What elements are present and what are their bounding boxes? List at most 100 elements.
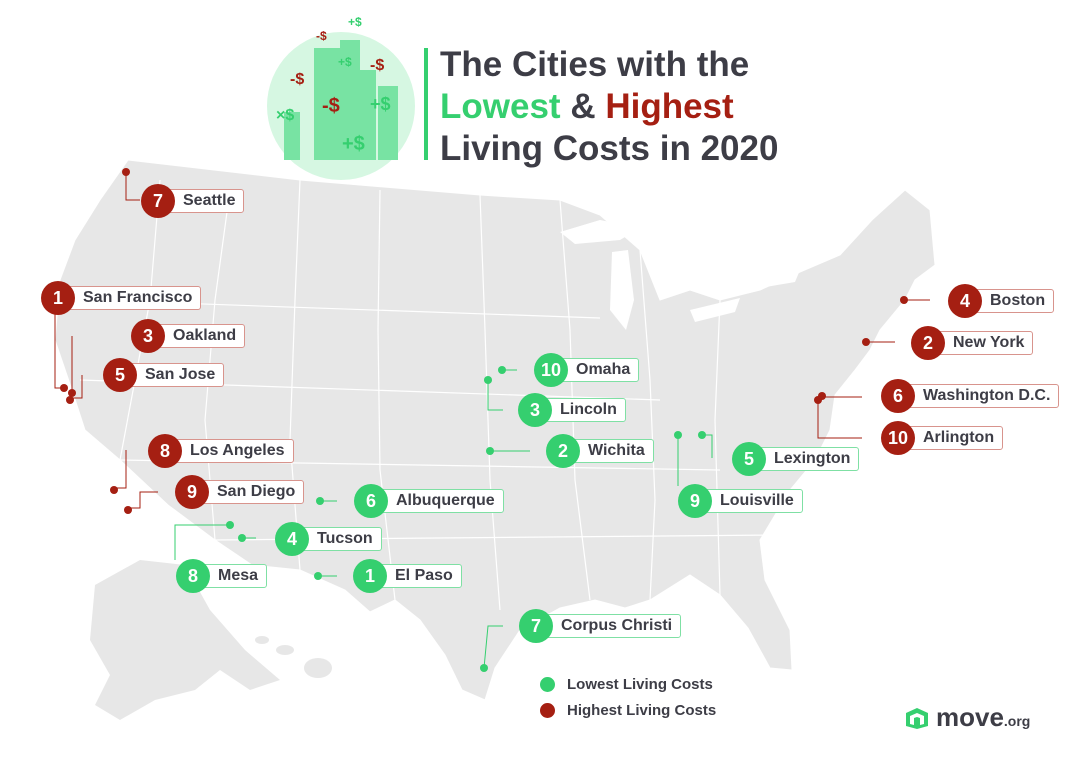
city-dot <box>900 296 908 304</box>
city-name: Los Angeles <box>190 442 285 459</box>
city-name: Corpus Christi <box>561 617 673 634</box>
hawaii-land <box>255 636 332 678</box>
city-dot <box>814 396 822 404</box>
city-dot <box>498 366 506 374</box>
city-name: Boston <box>990 292 1046 309</box>
city-dot <box>862 338 870 346</box>
city-dot <box>66 396 74 404</box>
city-name: Mesa <box>218 567 259 584</box>
rank-badge: 1 <box>353 559 387 593</box>
minus-dollar-sign: -$ <box>322 95 340 117</box>
city-label-arlington: 10 Arlington <box>881 421 1004 455</box>
rank-badge: 9 <box>175 475 209 509</box>
city-label-wichita: 2 Wichita <box>546 434 654 468</box>
rank-badge: 7 <box>519 609 553 643</box>
plus-dollar-sign: +$ <box>338 55 352 69</box>
city-name: San Francisco <box>83 289 193 306</box>
city-skyline-dollar-icon: -$ -$ -$ -$ +$ +$ +$ +$ ×$ <box>267 15 415 180</box>
city-name: Arlington <box>923 429 995 446</box>
city-label-mesa: 8 Mesa <box>176 559 268 593</box>
plus-dollar-sign: +$ <box>370 94 391 114</box>
city-label-albuquerque: 6 Albuquerque <box>354 484 504 518</box>
legend-label-low: Lowest Living Costs <box>567 675 713 693</box>
rank-badge: 8 <box>148 434 182 468</box>
city-label-tucson: 4 Tucson <box>275 522 382 556</box>
city-dot <box>698 431 706 439</box>
rank-badge: 8 <box>176 559 210 593</box>
city-dot <box>316 497 324 505</box>
city-label-corpus-christi: 7 Corpus Christi <box>519 609 682 643</box>
title-lowest-word: Lowest <box>440 87 561 126</box>
city-name: San Diego <box>217 483 296 500</box>
city-name: El Paso <box>395 567 453 584</box>
city-name: Washington D.C. <box>923 387 1051 404</box>
rank-badge: 2 <box>911 326 945 360</box>
city-dot <box>68 389 76 397</box>
plus-dollar-sign: +$ <box>348 15 362 29</box>
rank-badge: 7 <box>141 184 175 218</box>
minus-dollar-sign: -$ <box>316 29 327 43</box>
low-cost-city-dots <box>226 366 706 672</box>
city-label-louisville: 9 Louisville <box>678 484 803 518</box>
rank-badge: 3 <box>131 319 165 353</box>
legend-item-high: Highest Living Costs <box>540 697 716 723</box>
brand-name: move <box>936 702 1004 732</box>
city-label-seattle: 7 Seattle <box>141 184 245 218</box>
rank-badge: 6 <box>354 484 388 518</box>
city-name: Oakland <box>173 327 237 344</box>
legend-label-high: Highest Living Costs <box>567 701 717 719</box>
city-label-los-angeles: 8 Los Angeles <box>148 434 294 468</box>
city-dot <box>226 521 234 529</box>
city-dot <box>486 447 494 455</box>
city-dot <box>60 384 68 392</box>
city-name: Seattle <box>183 192 236 209</box>
legend-dot-low <box>540 676 555 692</box>
alaska-land <box>90 560 280 720</box>
city-label-lexington: 5 Lexington <box>732 442 860 476</box>
title-line-3: Living Costs in 2020 <box>440 129 779 168</box>
plus-dollar-sign: +$ <box>342 133 365 155</box>
city-label-washington-dc: 6 Washington D.C. <box>881 379 1060 413</box>
svg-text:×$: ×$ <box>276 107 294 124</box>
city-label-omaha: 10 Omaha <box>534 353 640 387</box>
city-label-new-york: 2 New York <box>911 326 1034 360</box>
rank-badge: 10 <box>534 353 568 387</box>
high-cost-city-dots <box>60 168 908 514</box>
rank-badge: 2 <box>546 434 580 468</box>
city-label-san-francisco: 1 San Francisco <box>41 281 202 315</box>
city-dot <box>122 168 130 176</box>
move-logo-icon <box>906 707 928 729</box>
rank-badge: 1 <box>41 281 75 315</box>
city-dot <box>484 376 492 384</box>
city-name: Lincoln <box>560 401 617 418</box>
city-label-lincoln: 3 Lincoln <box>518 393 626 427</box>
city-name: Albuquerque <box>396 492 495 509</box>
city-name: Wichita <box>588 442 645 459</box>
city-dot <box>480 664 488 672</box>
city-name: Tucson <box>317 530 373 547</box>
great-lakes <box>560 220 800 330</box>
city-name: Louisville <box>720 492 794 509</box>
rank-badge: 3 <box>518 393 552 427</box>
city-label-san-diego: 9 San Diego <box>175 475 305 509</box>
rank-badge: 4 <box>275 522 309 556</box>
title-line-1: The Cities with the <box>440 45 750 84</box>
rank-badge: 9 <box>678 484 712 518</box>
title-highest-word: Highest <box>605 87 734 126</box>
city-dot <box>314 572 322 580</box>
city-dot <box>124 506 132 514</box>
title-line-2: Lowest & Highest <box>440 86 778 128</box>
minus-dollar-sign: -$ <box>370 57 384 74</box>
legend-dot-high <box>540 702 555 718</box>
city-dot <box>238 534 246 542</box>
rank-badge: 10 <box>881 421 915 455</box>
legend: Lowest Living Costs Highest Living Costs <box>540 671 716 723</box>
rank-badge: 4 <box>948 284 982 318</box>
city-label-san-jose: 5 San Jose <box>103 358 225 392</box>
city-name: Lexington <box>774 450 851 467</box>
city-label-el-paso: 1 El Paso <box>353 559 462 593</box>
rank-badge: 6 <box>881 379 915 413</box>
rank-badge: 5 <box>732 442 766 476</box>
